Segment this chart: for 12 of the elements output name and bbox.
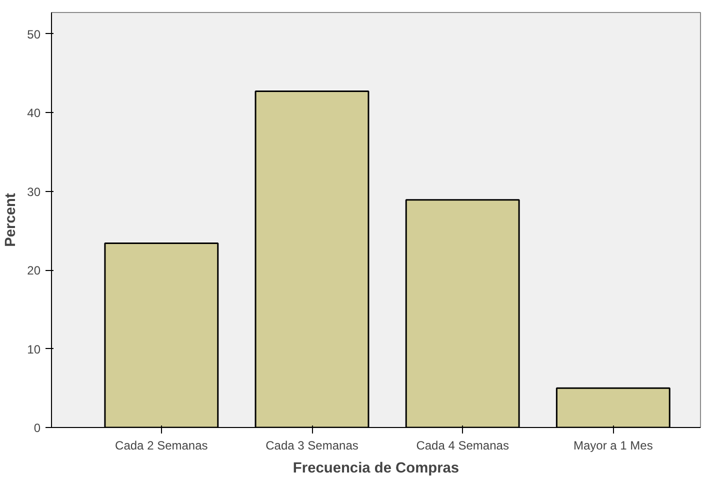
y-tick-label: 50: [27, 27, 41, 42]
y-tick-label: 40: [27, 106, 41, 120]
x-tick-label: Cada 2 Semanas: [115, 438, 208, 452]
x-tick-label: Mayor a 1 Mes: [573, 438, 653, 452]
y-tick-label: 0: [34, 421, 41, 435]
y-tick-label: 20: [27, 264, 41, 278]
x-tick-label: Cada 4 Semanas: [416, 438, 509, 452]
y-tick-label: 30: [27, 184, 41, 199]
x-tick-label: Cada 3 Semanas: [266, 438, 358, 452]
x-axis-title: Frecuencia de Compras: [292, 460, 460, 476]
y-axis-title: Percent: [3, 193, 20, 247]
y-tick-label: 10: [27, 342, 41, 356]
